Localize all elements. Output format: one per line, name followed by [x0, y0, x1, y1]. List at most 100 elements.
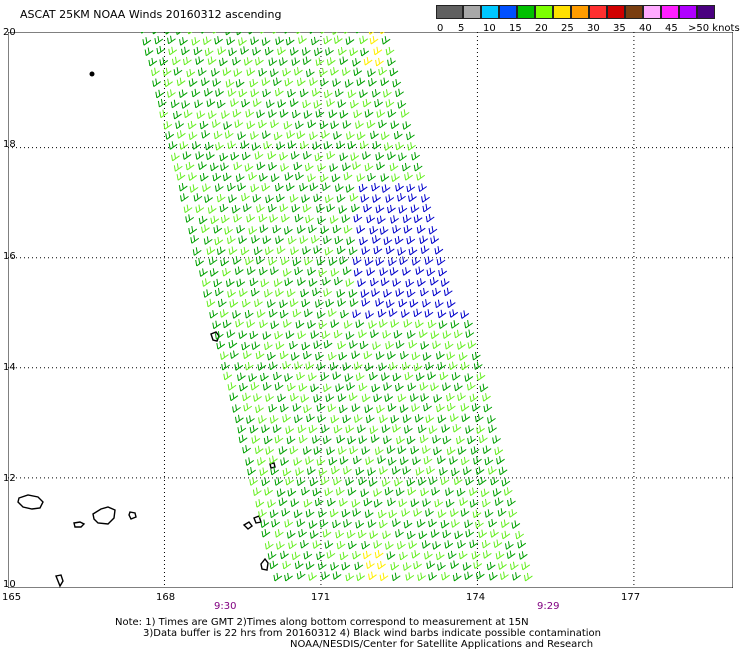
- legend-swatch: [571, 5, 589, 19]
- wind-barb: [476, 425, 485, 434]
- wind-barb: [255, 350, 265, 360]
- wind-barb: [249, 78, 259, 88]
- wind-barb: [458, 352, 468, 361]
- wind-barb: [358, 382, 368, 392]
- wind-barb: [371, 288, 380, 297]
- wind-barb: [465, 529, 475, 538]
- wind-barb: [373, 46, 383, 56]
- island-outline: [73, 521, 86, 528]
- wind-barb: [318, 509, 327, 518]
- wind-barb: [235, 173, 245, 183]
- wind-barb: [378, 319, 388, 328]
- wind-barb: [365, 310, 374, 319]
- wind-barb: [330, 465, 340, 475]
- wind-barb: [456, 435, 465, 445]
- legend-color-bar: [436, 5, 715, 19]
- wind-barb: [286, 288, 296, 298]
- wind-barb: [301, 298, 311, 308]
- wind-barb: [345, 36, 355, 45]
- wind-barb: [268, 361, 278, 371]
- wind-barb: [286, 130, 296, 139]
- wind-barb: [264, 541, 274, 550]
- wind-barb: [389, 267, 399, 276]
- wind-barb: [399, 551, 408, 561]
- wind-barb: [237, 182, 247, 192]
- wind-barb: [251, 341, 261, 351]
- wind-barb: [230, 98, 239, 107]
- wind-barb: [350, 99, 359, 109]
- wind-barb: [406, 289, 416, 298]
- wind-barb: [390, 120, 400, 130]
- wind-barb: [427, 319, 437, 329]
- legend-label-15: 15: [509, 23, 522, 34]
- wind-barb: [302, 99, 312, 109]
- wind-barb: [245, 457, 255, 466]
- wind-barb: [340, 309, 349, 319]
- wind-barb: [487, 466, 497, 475]
- wind-barb: [397, 100, 407, 109]
- wind-barb: [163, 121, 173, 130]
- wind-barb: [494, 446, 504, 456]
- wind-barb: [280, 550, 289, 560]
- wind-barb: [341, 67, 351, 76]
- wind-barb: [279, 350, 289, 360]
- wind-barb: [336, 540, 346, 550]
- wind-barb: [408, 340, 418, 349]
- wind-barb: [211, 119, 221, 128]
- wind-barb: [201, 278, 211, 287]
- wind-barb: [446, 299, 456, 308]
- wind-barb: [309, 477, 319, 487]
- wind-barb: [274, 382, 284, 391]
- wind-barb: [490, 529, 499, 538]
- wind-barb: [475, 466, 485, 475]
- wind-barb: [241, 192, 250, 202]
- wind-barb: [339, 152, 349, 162]
- wind-barb: [398, 205, 408, 214]
- wind-barb: [420, 287, 429, 297]
- wind-barb: [324, 247, 334, 256]
- wind-barb: [309, 530, 319, 539]
- island-outline: [242, 521, 253, 530]
- wind-barb: [406, 183, 416, 193]
- wind-barb: [322, 435, 332, 445]
- wind-barb: [224, 130, 234, 139]
- wind-barb: [279, 403, 289, 413]
- legend-label-45: 45: [665, 23, 678, 34]
- wind-barb: [325, 393, 335, 403]
- wind-barb: [384, 393, 394, 402]
- wind-barb: [236, 278, 246, 288]
- wind-barb: [227, 88, 237, 97]
- wind-barb: [464, 519, 474, 529]
- wind-barb: [275, 235, 284, 245]
- wind-barb: [421, 540, 431, 549]
- wind-barb: [178, 182, 188, 192]
- wind-barb: [265, 446, 275, 455]
- wind-barb: [253, 246, 263, 256]
- wind-barb: [433, 446, 442, 456]
- wind-barb: [301, 47, 311, 56]
- wind-barb: [231, 205, 241, 214]
- wind-barb: [469, 539, 479, 549]
- wind-barb: [402, 214, 412, 224]
- wind-barb: [481, 498, 491, 508]
- wind-barb: [291, 204, 301, 213]
- wind-barb: [336, 194, 346, 203]
- wind-barb: [345, 278, 355, 287]
- wind-barb: [400, 309, 410, 318]
- wind-barb: [419, 382, 429, 391]
- lon-label-171: 171: [311, 592, 331, 603]
- wind-barb: [376, 161, 385, 171]
- wind-barb: [344, 373, 354, 382]
- wind-barb: [246, 319, 256, 328]
- wind-barb: [411, 550, 421, 559]
- wind-barb: [263, 435, 273, 445]
- wind-barb: [165, 32, 171, 35]
- wind-barb: [378, 119, 387, 129]
- wind-barb: [323, 141, 333, 150]
- wind-barb: [322, 383, 332, 393]
- wind-barb: [512, 572, 521, 581]
- wind-barb: [287, 235, 297, 245]
- wind-barb: [367, 172, 376, 182]
- wind-barb: [176, 130, 186, 139]
- wind-barb: [305, 456, 314, 465]
